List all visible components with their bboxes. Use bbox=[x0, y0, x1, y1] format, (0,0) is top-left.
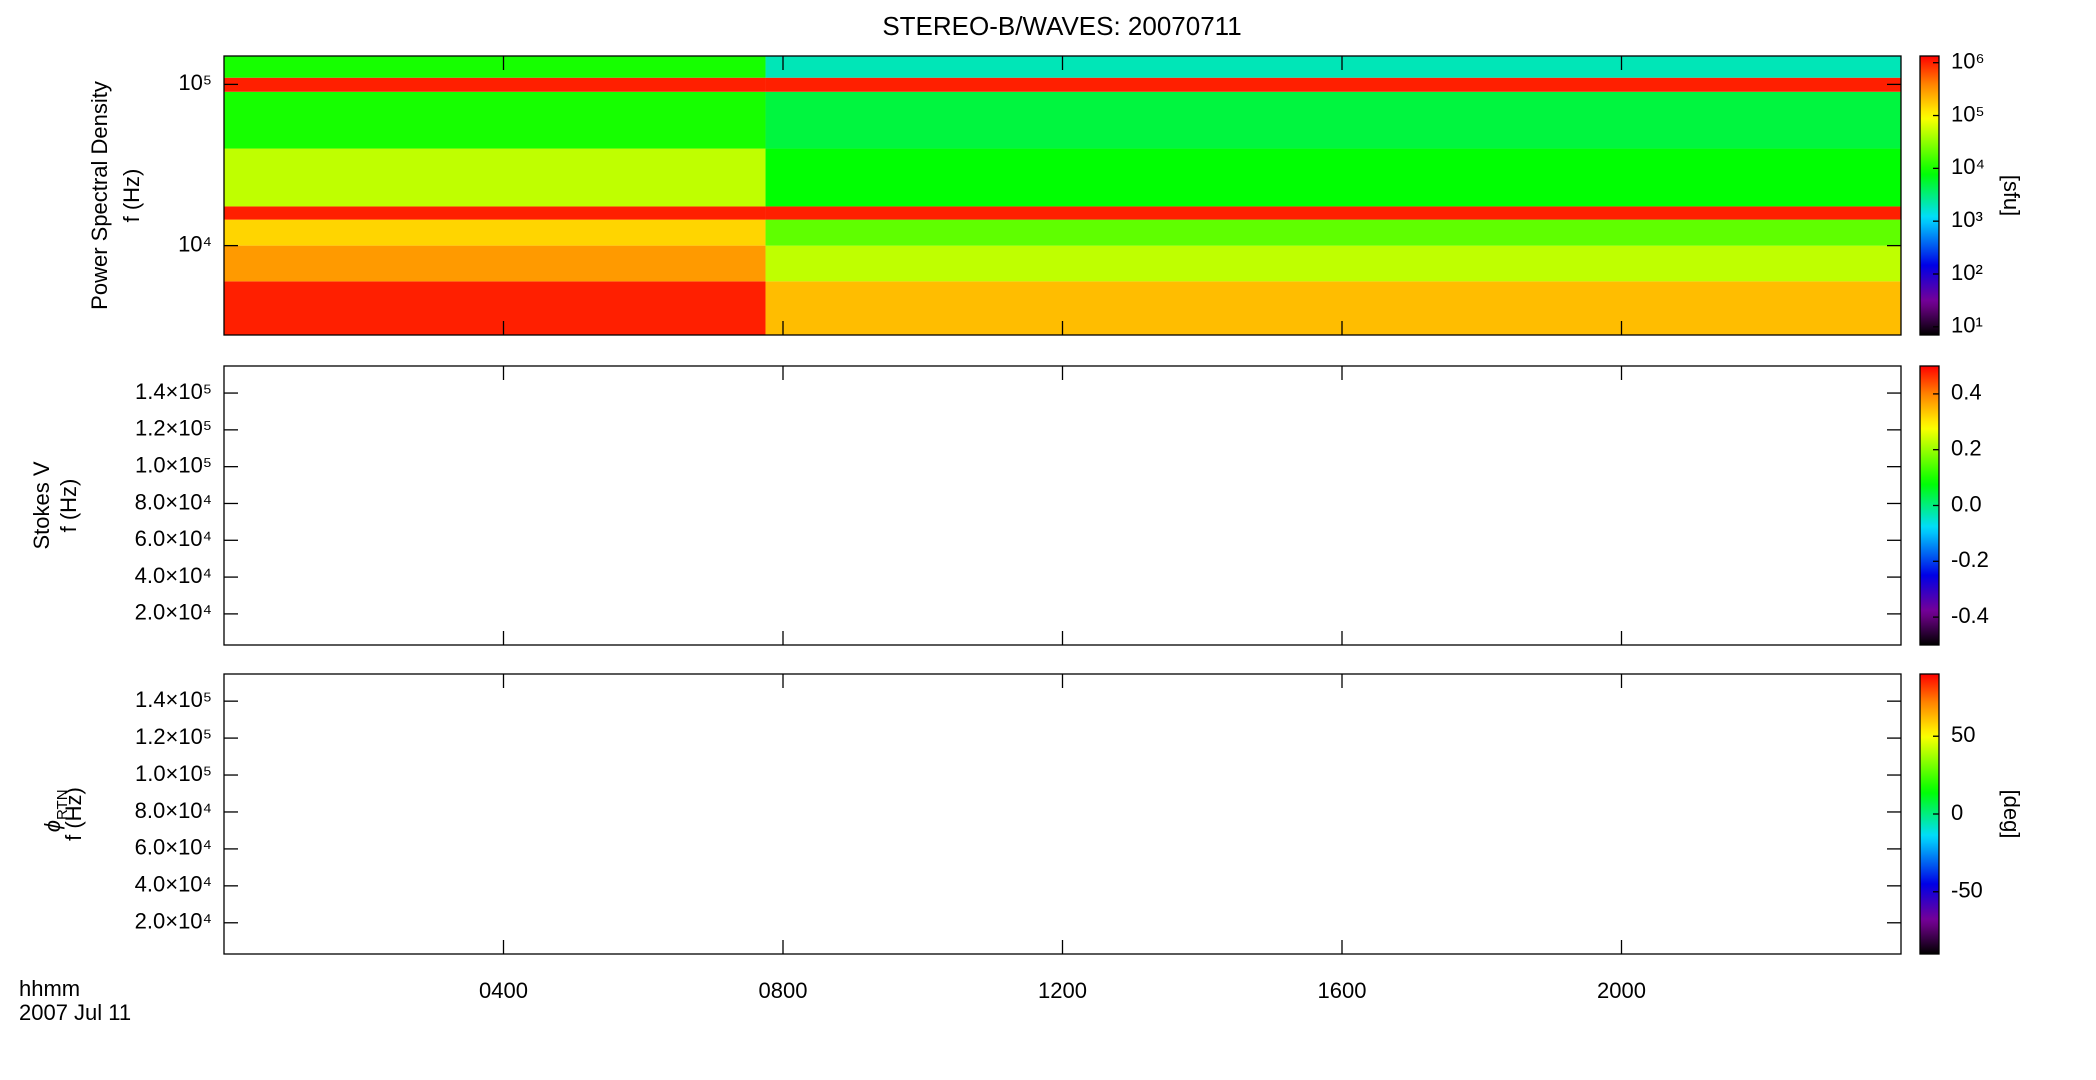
heatmap-cell bbox=[765, 91, 1901, 149]
y-tick-label: 10⁵ bbox=[178, 70, 212, 95]
heatmap-cell bbox=[224, 206, 766, 220]
heatmap-cell bbox=[765, 219, 1901, 246]
colorbar-tick-label: 10¹ bbox=[1951, 313, 1983, 338]
x-tick-label: 1200 bbox=[1038, 978, 1087, 1003]
y-axis-label: f (Hz) bbox=[119, 169, 144, 223]
colorbar-tick-label: -0.4 bbox=[1951, 603, 1989, 628]
y-axis-label: f (Hz) bbox=[61, 787, 86, 841]
y-tick-label: 1.0×10⁵ bbox=[135, 452, 212, 477]
colorbar-tick-label: -0.2 bbox=[1951, 547, 1989, 572]
heatmap-cell bbox=[224, 77, 766, 92]
y-tick-label: 1.0×10⁵ bbox=[135, 761, 212, 786]
y-tick-label: 8.0×10⁴ bbox=[135, 489, 212, 514]
heatmap-cell bbox=[224, 91, 766, 149]
colorbar-tick-label: 10⁴ bbox=[1951, 154, 1985, 179]
y-axis-label: Stokes V bbox=[29, 461, 54, 549]
heatmap-cell bbox=[224, 281, 766, 335]
colorbar-tick-label: 10³ bbox=[1951, 207, 1983, 232]
heatmap-cell bbox=[765, 148, 1901, 207]
y-axis-label: f (Hz) bbox=[56, 479, 81, 533]
y-axis-label: Power Spectral Density bbox=[87, 81, 112, 310]
heatmap-cell bbox=[765, 245, 1901, 282]
y-tick-label: 6.0×10⁴ bbox=[135, 526, 212, 551]
colorbar-tick-label: 10² bbox=[1951, 260, 1983, 285]
y-tick-label: 2.0×10⁴ bbox=[135, 909, 212, 934]
x-tick-label: 1600 bbox=[1318, 978, 1367, 1003]
y-tick-label: 2.0×10⁴ bbox=[135, 600, 212, 625]
colorbar-tick-label: 10⁵ bbox=[1951, 101, 1985, 126]
colorbar-tick-label: 0.2 bbox=[1951, 436, 1982, 461]
heatmap-cell bbox=[224, 245, 766, 282]
x-tick-label: 2000 bbox=[1597, 978, 1646, 1003]
heatmap-cell bbox=[224, 56, 766, 78]
plot-frame bbox=[223, 673, 1902, 955]
colorbar-label: [sfu] bbox=[1999, 175, 2024, 217]
heatmap-cell bbox=[224, 219, 766, 246]
y-tick-label: 8.0×10⁴ bbox=[135, 798, 212, 823]
colorbar-tick-label: 50 bbox=[1951, 722, 1975, 747]
y-label-symbol: ϕ bbox=[40, 820, 65, 832]
x-tick-label: 0400 bbox=[479, 978, 528, 1003]
colorbar-tick-label: 0 bbox=[1951, 800, 1963, 825]
x-tick-label: 0800 bbox=[759, 978, 808, 1003]
y-tick-label: 4.0×10⁴ bbox=[135, 872, 212, 897]
y-label-subscript: RTN bbox=[54, 789, 71, 820]
heatmap-cell bbox=[765, 281, 1901, 335]
y-tick-label: 4.0×10⁴ bbox=[135, 563, 212, 588]
heatmap-cell bbox=[765, 206, 1901, 220]
colorbar bbox=[1919, 55, 1940, 336]
y-tick-label: 10⁴ bbox=[178, 231, 212, 256]
heatmap-cell bbox=[765, 77, 1901, 92]
colorbar-tick-label: 10⁶ bbox=[1951, 49, 1985, 74]
plot-frame bbox=[223, 365, 1902, 646]
heatmap-cell bbox=[224, 148, 766, 207]
y-tick-label: 1.2×10⁵ bbox=[135, 724, 212, 749]
colorbar-tick-label: 0.4 bbox=[1951, 380, 1982, 405]
heatmap-cell bbox=[765, 56, 1901, 78]
date-label: 2007 Jul 11 bbox=[19, 1000, 131, 1025]
colorbar-tick-label: 0.0 bbox=[1951, 491, 1982, 516]
chart-title: STEREO-B/WAVES: 20070711 bbox=[882, 11, 1241, 41]
y-tick-label: 1.4×10⁵ bbox=[135, 379, 212, 404]
colorbar-tick-label: -50 bbox=[1951, 878, 1983, 903]
colorbar-label: [deg] bbox=[1999, 790, 2024, 839]
y-tick-label: 6.0×10⁴ bbox=[135, 835, 212, 860]
y-tick-label: 1.4×10⁵ bbox=[135, 687, 212, 712]
x-axis-label: hhmm bbox=[19, 976, 80, 1001]
y-tick-label: 1.2×10⁵ bbox=[135, 416, 212, 441]
